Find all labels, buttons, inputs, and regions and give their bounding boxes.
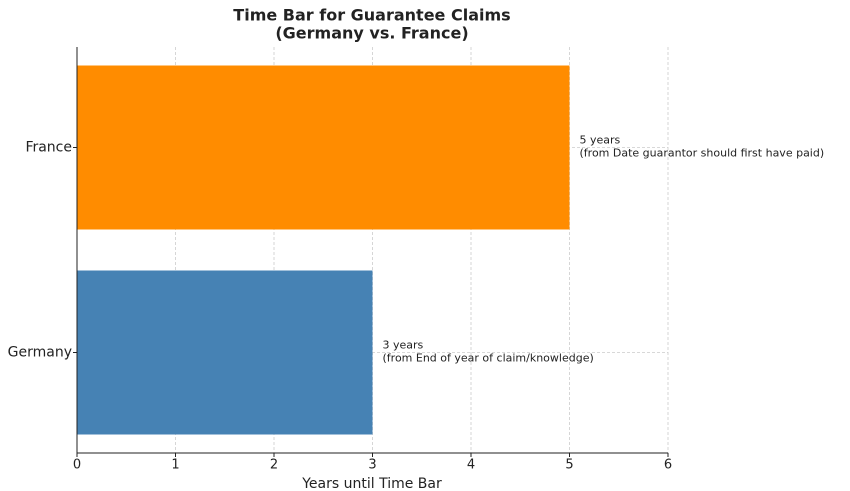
- y-tick-label: Germany: [8, 345, 72, 361]
- x-tick-label: 1: [171, 458, 179, 473]
- x-tick-label: 5: [565, 458, 573, 473]
- x-axis-label: Years until Time Bar: [301, 476, 442, 491]
- x-tick-label: 0: [73, 458, 81, 473]
- y-tick-label: France: [25, 140, 72, 156]
- value-label: 3 years: [383, 339, 424, 352]
- x-tick-label: 3: [368, 458, 376, 473]
- chart-title: Time Bar for Guarantee Claims: [233, 6, 510, 25]
- bar: [77, 270, 373, 435]
- value-label: (from Date guarantor should first have p…: [580, 147, 825, 160]
- value-label: (from End of year of claim/knowledge): [383, 352, 594, 365]
- bar: [77, 65, 570, 230]
- x-tick-label: 4: [467, 458, 475, 473]
- x-tick-label: 6: [664, 458, 672, 473]
- value-label: 5 years: [580, 134, 621, 147]
- x-tick-label: 2: [270, 458, 278, 473]
- chart-title: (Germany vs. France): [275, 24, 468, 43]
